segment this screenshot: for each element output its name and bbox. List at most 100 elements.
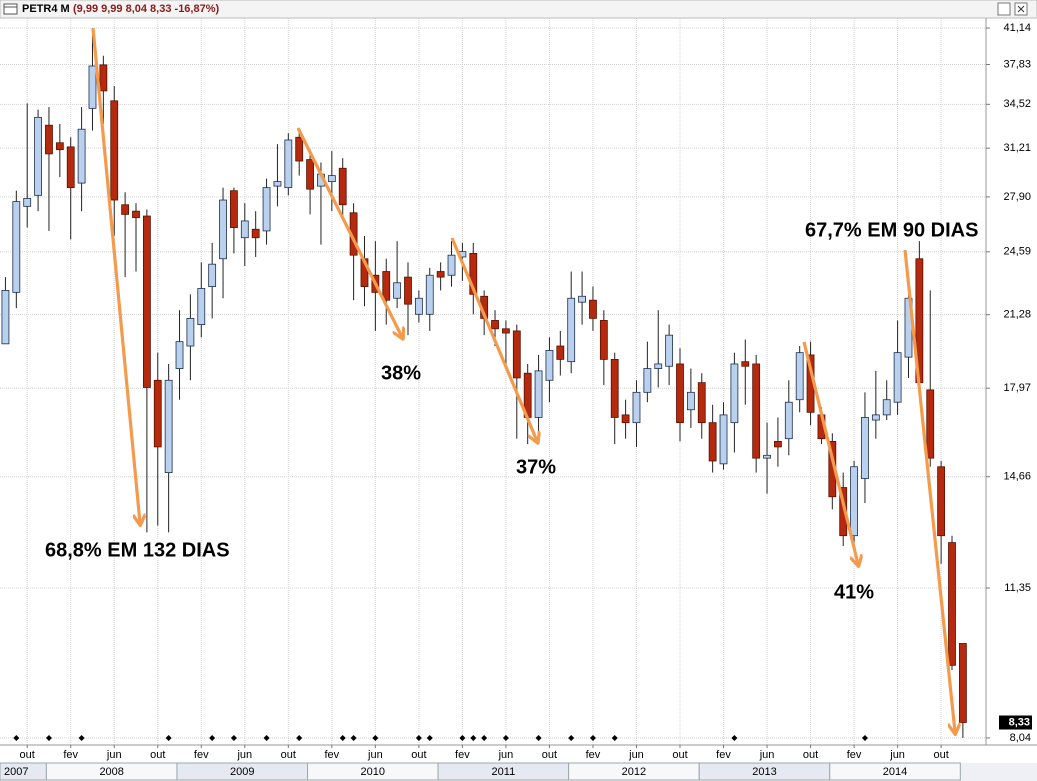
x-tick-label: jun bbox=[236, 749, 252, 761]
candle-body bbox=[763, 454, 771, 459]
candle-body bbox=[132, 210, 140, 219]
header-bar bbox=[0, 0, 1037, 19]
candle-body bbox=[34, 116, 42, 196]
x-tick-label: out bbox=[411, 749, 426, 761]
candle-body bbox=[142, 215, 151, 388]
event-marker bbox=[502, 735, 509, 741]
event-marker bbox=[78, 735, 85, 741]
candle-body bbox=[948, 542, 956, 666]
year-band bbox=[829, 762, 961, 781]
event-marker bbox=[535, 735, 542, 741]
y-tick-label: 31,21 bbox=[1003, 142, 1031, 154]
candle-body bbox=[512, 330, 521, 379]
candle-body bbox=[186, 317, 195, 347]
x-tick-label: jun bbox=[106, 749, 122, 761]
year-label: 2013 bbox=[752, 766, 776, 778]
x-tick-label: out bbox=[803, 749, 818, 761]
candle-body bbox=[654, 363, 663, 369]
last-price-label: 8,33 bbox=[1009, 716, 1030, 728]
candle-body bbox=[77, 128, 86, 184]
y-tick-label: 21,28 bbox=[1003, 309, 1031, 321]
x-tick-label: fev bbox=[586, 749, 601, 761]
candle-body bbox=[752, 363, 761, 459]
x-tick-label: fev bbox=[63, 749, 78, 761]
candle-body bbox=[958, 643, 967, 723]
y-tick-label: 34,52 bbox=[1003, 98, 1031, 110]
x-tick-label: jun bbox=[889, 749, 905, 761]
event-marker bbox=[263, 735, 270, 741]
y-tick-label: 27,90 bbox=[1003, 191, 1031, 203]
event-marker bbox=[209, 735, 216, 741]
x-tick-label: out bbox=[281, 749, 296, 761]
candle-body bbox=[306, 159, 314, 190]
event-marker bbox=[589, 735, 596, 741]
event-marker bbox=[426, 735, 433, 741]
restore-button[interactable] bbox=[997, 2, 1011, 16]
candle-body bbox=[251, 228, 260, 239]
event-marker bbox=[415, 735, 422, 741]
candle-body bbox=[774, 441, 782, 448]
candle-body bbox=[795, 352, 804, 401]
candle-body bbox=[175, 341, 184, 369]
y-tick-label: 14,66 bbox=[1003, 471, 1031, 483]
candle-body bbox=[436, 271, 445, 278]
candle-body bbox=[599, 320, 608, 360]
candle-body bbox=[110, 100, 119, 201]
x-tick-label: out bbox=[672, 749, 687, 761]
candle-body bbox=[926, 389, 935, 459]
candle-body bbox=[23, 198, 32, 207]
event-marker bbox=[470, 735, 477, 741]
candle-body bbox=[665, 334, 674, 367]
year-label: 2011 bbox=[492, 766, 516, 778]
x-tick-label: out bbox=[20, 749, 35, 761]
y-tick-label: 41,14 bbox=[1003, 22, 1031, 34]
candle-body bbox=[425, 274, 434, 315]
year-label: 2008 bbox=[99, 766, 123, 778]
candle-body bbox=[45, 124, 53, 155]
year-label: 2014 bbox=[883, 766, 907, 778]
year-label: 2009 bbox=[230, 766, 254, 778]
window-icon bbox=[3, 3, 18, 15]
candle-body bbox=[99, 64, 108, 92]
annotation: 67,7% EM 90 DIAS bbox=[805, 219, 978, 241]
candle-body bbox=[404, 276, 412, 305]
year-label: 2010 bbox=[361, 766, 385, 778]
candle-body bbox=[491, 320, 499, 330]
candle-body bbox=[556, 345, 565, 360]
event-marker bbox=[13, 735, 20, 741]
candle-body bbox=[534, 370, 543, 418]
candle-body bbox=[632, 391, 641, 424]
candle-body bbox=[284, 139, 293, 189]
candle-body bbox=[850, 466, 858, 537]
last-price-box bbox=[999, 715, 1032, 730]
arrow bbox=[91, 27, 140, 523]
candle-body bbox=[66, 146, 75, 189]
candle-body bbox=[295, 136, 304, 162]
candle-body bbox=[447, 254, 456, 276]
candle-body bbox=[219, 199, 227, 260]
arrow bbox=[296, 127, 402, 337]
candle-body bbox=[545, 350, 554, 381]
event-marker bbox=[731, 735, 738, 741]
candle-body bbox=[273, 181, 282, 187]
candle-body bbox=[871, 414, 880, 421]
candle-body bbox=[240, 220, 249, 239]
axes: 41,14 37,83 34,52 31,21 27,90 24,59 21,28 17,97… bbox=[0, 22, 1032, 781]
year-label: 2012 bbox=[622, 766, 646, 778]
quote: (9,99 9,99 8,04 8,33 -16,87%) bbox=[73, 3, 219, 15]
candle-body bbox=[502, 328, 510, 334]
y-tick-label: 24,59 bbox=[1003, 246, 1031, 258]
candle-body bbox=[55, 142, 64, 151]
candle-body bbox=[153, 379, 162, 448]
arrow bbox=[802, 341, 858, 564]
event-marker bbox=[459, 735, 466, 741]
candle-body bbox=[338, 167, 347, 206]
x-tick-label: out bbox=[933, 749, 948, 761]
y-tick-label: 17,97 bbox=[1003, 382, 1031, 394]
candle-body bbox=[382, 271, 391, 301]
candle-body bbox=[567, 297, 576, 363]
candle-body bbox=[686, 391, 695, 411]
x-tick-label: out bbox=[150, 749, 165, 761]
